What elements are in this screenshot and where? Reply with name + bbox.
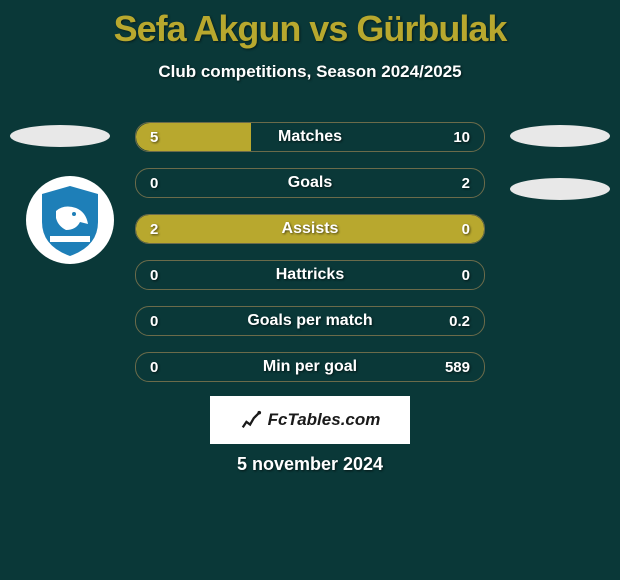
stat-right-value: 589	[445, 353, 470, 381]
stat-right-value: 10	[453, 123, 470, 151]
date-text: 5 november 2024	[0, 454, 620, 475]
stat-row: 0 Goals per match 0.2	[135, 306, 485, 336]
stat-label: Matches	[136, 123, 484, 151]
shield-bird-icon	[26, 176, 114, 264]
stat-right-value: 2	[462, 169, 470, 197]
stat-label: Hattricks	[136, 261, 484, 289]
branding-text: FcTables.com	[268, 410, 381, 430]
stat-label: Assists	[136, 215, 484, 243]
stat-row: 0 Hattricks 0	[135, 260, 485, 290]
stat-right-value: 0	[462, 215, 470, 243]
stat-right-value: 0.2	[449, 307, 470, 335]
stat-label: Min per goal	[136, 353, 484, 381]
stat-row: 0 Min per goal 589	[135, 352, 485, 382]
chart-icon	[240, 409, 262, 431]
player-right-placeholder-2	[510, 178, 610, 200]
stat-label: Goals per match	[136, 307, 484, 335]
comparison-subtitle: Club competitions, Season 2024/2025	[0, 62, 620, 82]
stat-label: Goals	[136, 169, 484, 197]
stat-row: 5 Matches 10	[135, 122, 485, 152]
stat-row: 2 Assists 0	[135, 214, 485, 244]
stat-right-value: 0	[462, 261, 470, 289]
player-left-placeholder	[10, 125, 110, 147]
player-right-placeholder-1	[510, 125, 610, 147]
stats-container: 5 Matches 10 0 Goals 2 2 Assists 0 0 Hat…	[135, 122, 485, 398]
branding-badge: FcTables.com	[210, 396, 410, 444]
comparison-title: Sefa Akgun vs Gürbulak	[0, 0, 620, 50]
stat-row: 0 Goals 2	[135, 168, 485, 198]
club-logo-left	[26, 176, 114, 264]
